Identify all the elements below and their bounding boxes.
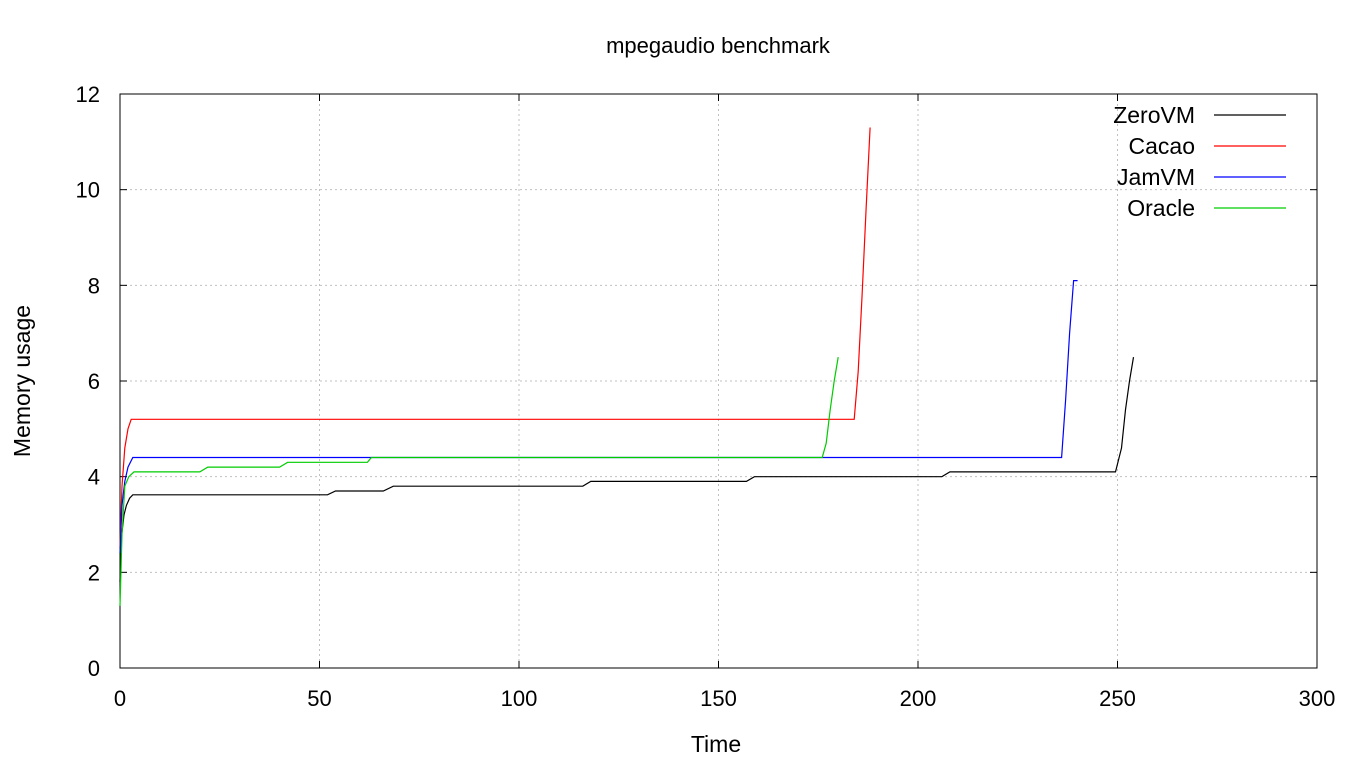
legend-label-oracle: Oracle bbox=[1127, 195, 1195, 221]
series-line-zerovm bbox=[119, 357, 1135, 582]
series-line-jamvm bbox=[119, 280, 1078, 554]
x-tick-label: 50 bbox=[307, 686, 331, 711]
series-line-oracle bbox=[119, 357, 839, 606]
y-tick-label: 8 bbox=[88, 273, 100, 298]
y-tick-label: 6 bbox=[88, 369, 100, 394]
y-tick-label: 10 bbox=[76, 178, 100, 203]
x-tick-label: 300 bbox=[1299, 686, 1336, 711]
x-tick-label: 0 bbox=[114, 686, 126, 711]
series-lines bbox=[119, 127, 1135, 606]
chart-title: mpegaudio benchmark bbox=[606, 33, 831, 58]
legend-label-zerovm: ZeroVM bbox=[1113, 102, 1195, 128]
legend-label-cacao: Cacao bbox=[1129, 133, 1195, 159]
legend: ZeroVM Cacao JamVM Oracle bbox=[1113, 102, 1286, 221]
y-axis-title: Memory usage bbox=[9, 305, 35, 457]
y-tick-label: 2 bbox=[88, 560, 100, 585]
y-tick-label: 4 bbox=[88, 465, 100, 490]
x-axis-title: Time bbox=[691, 731, 741, 757]
x-tick-label: 250 bbox=[1099, 686, 1136, 711]
x-tick-label: 150 bbox=[700, 686, 737, 711]
y-tick-label: 12 bbox=[76, 82, 100, 107]
legend-label-jamvm: JamVM bbox=[1117, 164, 1195, 190]
x-tick-label: 200 bbox=[900, 686, 937, 711]
x-tick-label: 100 bbox=[501, 686, 538, 711]
grid-lines bbox=[120, 94, 1317, 668]
y-tick-label: 0 bbox=[88, 656, 100, 681]
series-line-cacao bbox=[119, 127, 871, 549]
axis-ticks: 0 50 100 150 200 250 300 0 2 4 6 8 10 12 bbox=[76, 82, 1336, 711]
